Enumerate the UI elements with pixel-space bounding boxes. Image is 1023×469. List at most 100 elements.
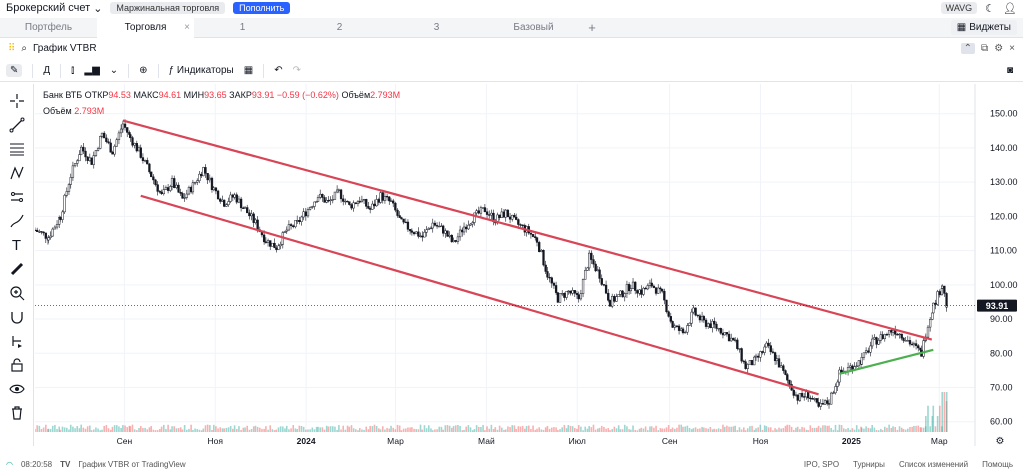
- candle: [891, 330, 895, 333]
- candle: [615, 296, 618, 302]
- account-selector[interactable]: Брокерский счет ⌄: [6, 2, 102, 15]
- volume-bar: [202, 428, 205, 432]
- trend-line-icon[interactable]: [4, 114, 30, 136]
- bar-chart-icon[interactable]: ▂▆: [84, 65, 100, 76]
- volume-bar: [120, 427, 122, 432]
- volume-bar: [924, 426, 927, 432]
- tab-3[interactable]: 3: [388, 18, 485, 38]
- brush-icon[interactable]: [4, 210, 30, 232]
- candle: [698, 315, 702, 321]
- crosshair-icon[interactable]: [4, 90, 30, 112]
- candle: [456, 236, 460, 242]
- volume-bar: [621, 429, 624, 432]
- volume-bar: [817, 425, 820, 432]
- collapse-icon[interactable]: ⌃: [960, 42, 976, 54]
- candle: [185, 193, 188, 198]
- volume-bar: [256, 426, 259, 432]
- search-icon[interactable]: ⌕: [21, 42, 27, 54]
- volume-bar: [348, 426, 351, 432]
- ticker-chip[interactable]: WAVG: [940, 2, 978, 14]
- measure-icon[interactable]: [4, 186, 30, 208]
- candle: [398, 215, 401, 218]
- chart-settings-icon[interactable]: ⚙: [996, 436, 1005, 447]
- price-chart[interactable]: 60.00 70.00 80.00 90.00 100.00 110.00 120.00 13…: [33, 84, 1023, 447]
- volume-bar: [646, 430, 649, 432]
- tab-basic[interactable]: Базовый: [485, 18, 582, 38]
- ruler-icon[interactable]: [4, 258, 30, 280]
- candle: [327, 200, 330, 202]
- volume-bar: [150, 426, 152, 432]
- candle: [316, 197, 320, 202]
- volume-bar: [678, 424, 680, 432]
- margin-trading-chip[interactable]: Маржинальная торговля: [110, 2, 226, 14]
- tournaments-link[interactable]: Турниры: [853, 460, 885, 469]
- candle: [483, 207, 487, 213]
- redo-icon[interactable]: ↷: [292, 65, 301, 76]
- candle: [99, 136, 102, 149]
- interval-selector[interactable]: Д: [43, 65, 51, 76]
- volume-bar: [273, 430, 276, 432]
- close-icon[interactable]: ×: [184, 21, 190, 33]
- candle: [88, 157, 91, 161]
- volume-bar: [676, 427, 678, 432]
- layout-icon[interactable]: ▦: [243, 65, 254, 76]
- volume-bar: [607, 428, 610, 432]
- chart-canvas[interactable]: 60.00 70.00 80.00 90.00 100.00 110.00 120.00 13…: [33, 84, 1023, 447]
- pencil-icon[interactable]: ✎: [6, 64, 23, 77]
- text-icon[interactable]: T: [11, 236, 22, 254]
- settings-icon[interactable]: ⚙: [994, 42, 1004, 54]
- zoom-in-icon[interactable]: [4, 282, 30, 304]
- duplicate-icon[interactable]: ⧉: [981, 42, 989, 54]
- change-value: −0.59 (−0.62%): [276, 90, 339, 100]
- candle: [423, 231, 426, 238]
- add-tab-button[interactable]: +: [588, 20, 596, 35]
- tab-2[interactable]: 2: [291, 18, 388, 38]
- candle: [773, 352, 777, 362]
- lock-icon[interactable]: [4, 354, 30, 376]
- compare-icon[interactable]: ⊕: [139, 65, 148, 76]
- volume-bar: [113, 425, 116, 432]
- help-link[interactable]: Помощь: [982, 460, 1013, 469]
- drag-handle-icon[interactable]: ⠿: [8, 42, 16, 54]
- volume-bar: [162, 424, 165, 432]
- volume-bar: [211, 429, 213, 432]
- volume-bar: [99, 430, 102, 432]
- ipo-link[interactable]: IPO, SPO: [803, 460, 840, 469]
- candle: [333, 191, 337, 200]
- candle: [154, 179, 157, 185]
- moon-icon[interactable]: ☾: [985, 2, 996, 15]
- volume-bar: [338, 425, 340, 432]
- candle: [164, 187, 168, 190]
- candle: [308, 207, 312, 210]
- volume-bar: [496, 429, 499, 432]
- widgets-button[interactable]: ▦ Виджеты: [950, 20, 1017, 35]
- eye-icon[interactable]: [4, 378, 30, 400]
- volume-legend-label: Объём: [43, 106, 72, 116]
- volume-bar: [327, 426, 330, 432]
- user-icon[interactable]: 👤︎: [1003, 2, 1017, 15]
- volume-bar: [705, 428, 707, 432]
- tab-trading[interactable]: Торговля ×: [97, 17, 194, 38]
- tab-portfolio[interactable]: Портфель: [0, 18, 97, 38]
- magnet-icon[interactable]: [4, 306, 30, 328]
- chevron-down-icon[interactable]: ⌄: [109, 65, 119, 76]
- undo-icon[interactable]: ↶: [274, 65, 283, 76]
- source-link[interactable]: График VTBR от TradingView: [78, 460, 186, 469]
- camera-icon[interactable]: ◙: [1006, 65, 1013, 76]
- tab-1[interactable]: 1: [194, 18, 291, 38]
- indicators-button[interactable]: ƒ Индикаторы: [169, 65, 234, 76]
- lock-drawing-icon[interactable]: [4, 330, 30, 352]
- candles-icon[interactable]: ⫾: [71, 65, 75, 76]
- candle: [826, 400, 829, 404]
- volume-bar: [331, 426, 334, 432]
- volume-bar: [465, 426, 467, 432]
- volume-bar: [611, 429, 613, 432]
- changelog-link[interactable]: Список изменений: [898, 460, 969, 469]
- horizontal-lines-icon[interactable]: [4, 138, 30, 160]
- pattern-icon[interactable]: [4, 162, 30, 184]
- close-icon[interactable]: ×: [1009, 42, 1015, 54]
- trash-icon[interactable]: [4, 402, 30, 424]
- candle: [941, 285, 944, 289]
- topup-button[interactable]: Пополнить: [233, 2, 291, 14]
- candle: [673, 325, 676, 328]
